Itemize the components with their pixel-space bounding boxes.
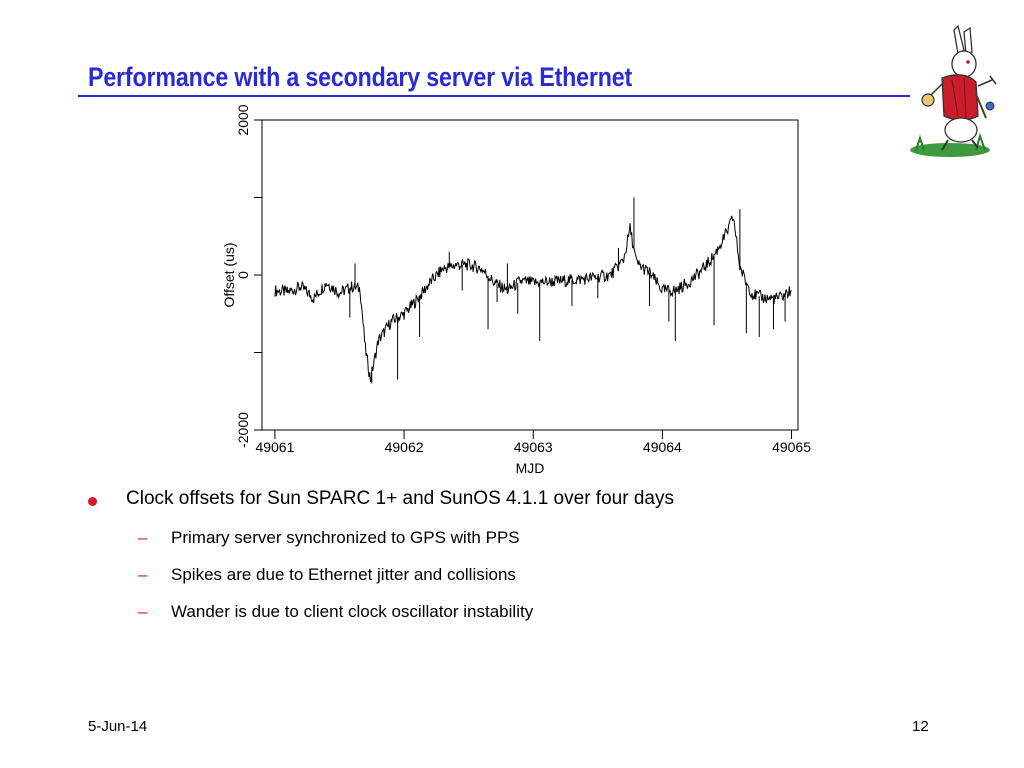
white-rabbit-icon [910,24,997,157]
x-tick-label: 49065 [772,439,811,455]
plot-frame [261,119,799,431]
y-tick-label: 2000 [235,104,251,135]
offset-series-line [274,215,792,383]
footer-date: 5-Jun-14 [88,718,148,735]
dash-icon: – [138,528,148,547]
sub-bullet-text: Primary server synchronized to GPS with … [171,528,520,547]
title-underline [78,95,910,97]
page-number: 12 [912,718,929,735]
x-tick-label: 49061 [255,439,294,455]
y-tick-label: 0 [235,271,251,279]
dash-icon: – [138,602,148,621]
y-tick-label: -2000 [235,412,251,448]
x-tick-label: 49064 [643,439,682,455]
x-axis-label: MJD [516,460,545,476]
bullet-dot-icon [88,497,97,506]
slide-title: Performance with a secondary server via … [88,62,633,92]
sub-bullet-text: Wander is due to client clock oscillator… [171,602,534,621]
x-tick-label: 49063 [514,439,553,455]
sub-bullet-text: Spikes are due to Ethernet jitter and co… [171,565,516,584]
x-tick-label: 49062 [385,439,424,455]
bullet-text: Clock offsets for Sun SPARC 1+ and SunOS… [126,488,674,509]
dash-icon: – [138,565,148,584]
y-axis-label: Offset (us) [221,242,237,307]
